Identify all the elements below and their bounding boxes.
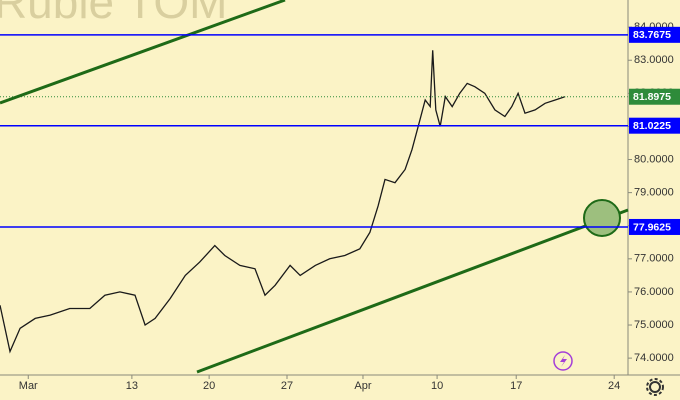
level-label: 77.9625 (633, 221, 671, 233)
last-price-label: 81.8975 (633, 91, 671, 103)
y-tick-label: 79.0000 (634, 187, 674, 199)
alert-icon-bolt (560, 355, 567, 367)
price-line (0, 50, 566, 354)
y-tick-label: 75.0000 (634, 319, 674, 331)
level-tag (629, 26, 680, 43)
x-tick-label: 27 (281, 380, 293, 392)
x-tick-label: 13 (126, 380, 138, 392)
y-tick-label: 80.0000 (634, 153, 674, 165)
y-tick-label: 76.0000 (634, 286, 674, 298)
y-tick-label: 74.0000 (634, 352, 674, 364)
settings-gear (649, 381, 661, 393)
level-label: 83.7675 (633, 29, 671, 41)
settings-icon[interactable] (646, 378, 664, 396)
highlight-circle (583, 199, 621, 237)
trend-line (196, 208, 629, 374)
y-tick-label: 77.0000 (634, 253, 674, 265)
level-label: 81.0225 (633, 120, 671, 132)
x-tick-label: 24 (608, 380, 620, 392)
x-tick-label: 17 (510, 380, 522, 392)
y-tick-label: 83.0000 (634, 54, 674, 66)
trend-line (0, 0, 286, 105)
last-price-tag (629, 88, 680, 105)
level-tag (629, 218, 680, 235)
x-tick-label: 10 (431, 380, 443, 392)
alert-icon[interactable] (553, 351, 573, 371)
x-tick-label: Mar (19, 380, 38, 392)
level-tag (629, 117, 680, 134)
x-tick-label: Apr (354, 380, 371, 392)
watermark: an Ruble TOM (0, 0, 227, 28)
x-tick-label: 20 (203, 380, 215, 392)
settings-teeth (646, 378, 664, 396)
alert-icon-ring (553, 351, 573, 371)
